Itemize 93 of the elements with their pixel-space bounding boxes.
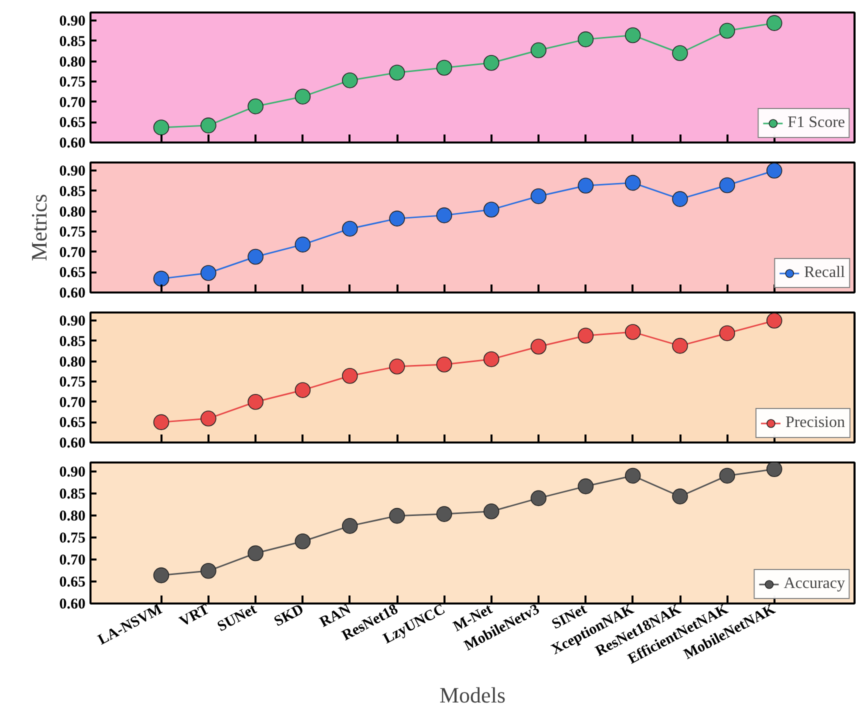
y-tick-label: 0.60	[59, 136, 86, 152]
point	[483, 202, 500, 218]
point	[530, 188, 546, 204]
y-tick-label: 0.90	[59, 314, 86, 330]
point	[483, 351, 500, 368]
point	[578, 178, 594, 194]
point	[766, 15, 782, 31]
point	[530, 490, 546, 506]
point	[624, 324, 641, 340]
y-axis-title: Metrics	[26, 194, 52, 262]
legend-label: Precision	[785, 414, 845, 432]
x-axis-title: Models	[440, 682, 506, 708]
point	[342, 72, 358, 88]
y-tick-label: 0.65	[59, 265, 86, 282]
y-tick-label: 0.80	[59, 54, 86, 70]
point	[389, 358, 405, 374]
point	[436, 356, 452, 372]
point	[530, 338, 546, 355]
x-tick-label: VRT	[177, 601, 212, 630]
y-tick-label: 0.85	[59, 486, 86, 502]
point	[153, 414, 170, 430]
point	[389, 210, 405, 226]
point	[719, 22, 736, 39]
point	[248, 98, 264, 114]
point	[766, 312, 782, 329]
point	[389, 508, 405, 524]
y-tick-label: 0.85	[59, 184, 86, 200]
point	[200, 265, 216, 281]
point	[672, 191, 688, 207]
y-tick-label: 0.75	[59, 224, 86, 241]
point	[342, 368, 358, 384]
point	[153, 120, 170, 136]
y-tick-label: 0.85	[59, 34, 86, 50]
y-tick-label: 0.60	[59, 436, 86, 452]
y-tick-label: 0.65	[59, 415, 86, 432]
point	[672, 45, 688, 62]
point	[342, 518, 358, 534]
y-tick-label: 0.65	[59, 115, 86, 132]
point	[436, 506, 452, 522]
x-tick-label: SUNet	[215, 601, 260, 636]
y-tick-label: 0.70	[59, 394, 86, 411]
point	[153, 270, 170, 287]
point	[578, 328, 594, 344]
point	[200, 410, 216, 426]
legend-label: Accuracy	[784, 575, 845, 593]
y-tick-label: 0.60	[59, 596, 86, 612]
y-tick-label: 0.80	[59, 508, 86, 524]
point	[624, 174, 641, 191]
point	[719, 177, 736, 194]
point	[294, 88, 311, 104]
point	[578, 478, 594, 494]
point	[200, 563, 216, 579]
point	[624, 27, 641, 44]
y-tick-label: 0.80	[59, 354, 86, 370]
point	[248, 394, 264, 410]
point	[436, 60, 452, 76]
point	[294, 382, 311, 398]
x-tick-label: SKD	[272, 601, 307, 630]
y-tick-label: 0.90	[59, 164, 86, 180]
y-tick-label: 0.90	[59, 464, 86, 480]
y-tick-label: 0.60	[59, 286, 86, 302]
point	[248, 545, 264, 562]
point	[483, 504, 500, 520]
point	[248, 248, 264, 265]
point	[766, 462, 782, 477]
point	[624, 468, 641, 484]
point	[294, 236, 311, 252]
y-tick-label: 0.75	[59, 74, 86, 91]
y-tick-label: 0.80	[59, 204, 86, 220]
point	[530, 42, 546, 58]
point	[578, 31, 594, 48]
legend-label: Recall	[804, 264, 845, 282]
y-tick-label: 0.70	[59, 94, 86, 111]
y-tick-label: 0.65	[59, 574, 86, 590]
point	[719, 325, 736, 342]
point	[483, 54, 500, 71]
point	[766, 162, 782, 179]
point	[294, 533, 311, 550]
point	[342, 220, 358, 237]
y-tick-label: 0.90	[59, 14, 86, 30]
point	[389, 64, 405, 81]
point	[200, 118, 216, 134]
point	[719, 468, 736, 484]
y-tick-label: 0.75	[59, 374, 86, 391]
y-tick-label: 0.85	[59, 334, 86, 350]
point	[672, 338, 688, 354]
y-tick-label: 0.70	[59, 244, 86, 261]
legend-label: F1 Score	[788, 114, 845, 132]
point	[672, 488, 688, 504]
point	[436, 207, 452, 224]
y-tick-label: 0.75	[59, 530, 86, 546]
y-tick-label: 0.70	[59, 552, 86, 568]
point	[153, 567, 170, 584]
